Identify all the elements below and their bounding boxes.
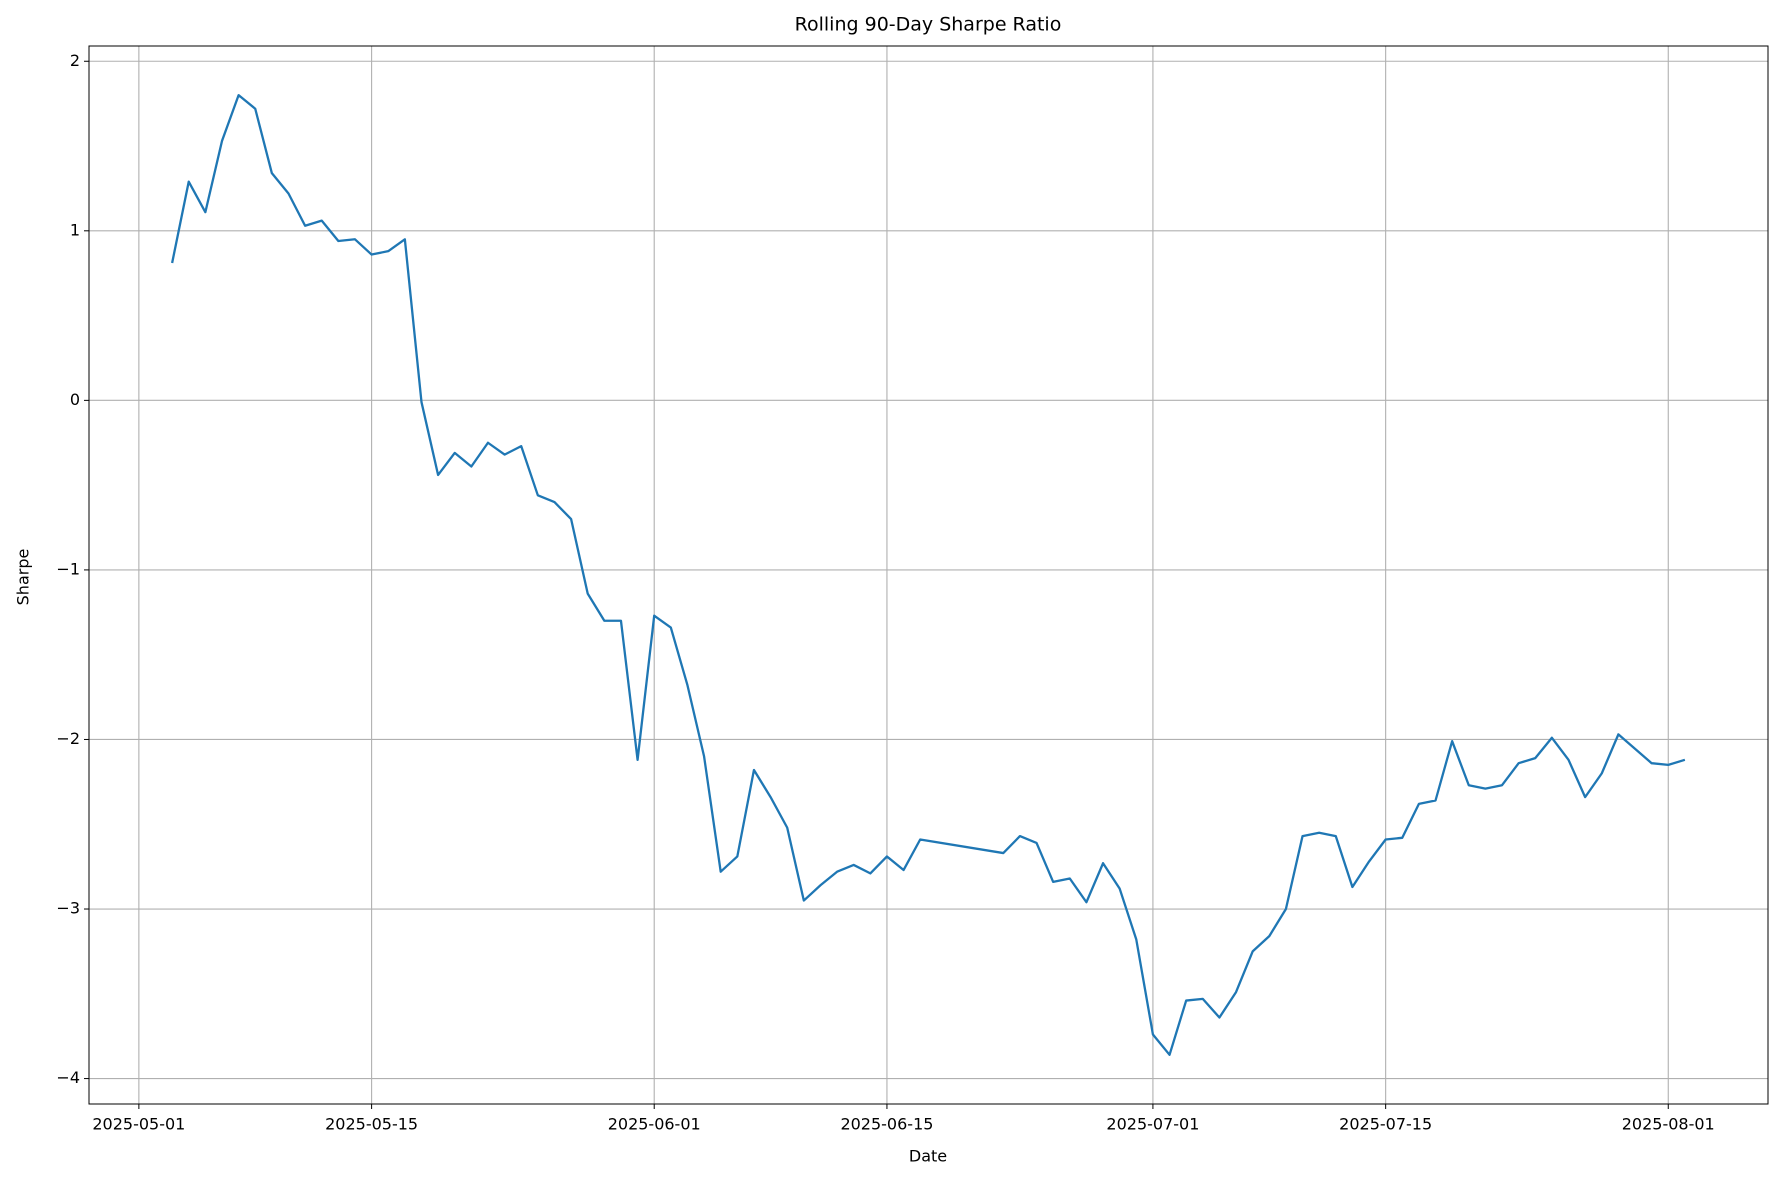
series-line <box>170 94 1686 1056</box>
y-axis-label: Sharpe <box>14 549 33 606</box>
y-tick-label: −2 <box>56 729 80 748</box>
y-tick-label: −4 <box>56 1068 80 1087</box>
x-tick-label: 2025-05-15 <box>325 1115 418 1134</box>
x-tick-label: 2025-07-01 <box>1106 1115 1199 1134</box>
y-tick-label: −3 <box>56 899 80 918</box>
x-tick-label: 2025-07-15 <box>1339 1115 1432 1134</box>
x-tick-label: 2025-06-15 <box>840 1115 933 1134</box>
plot-frame <box>88 45 1769 1105</box>
x-axis-label: Date <box>909 1147 947 1166</box>
x-tick-label: 2025-05-01 <box>92 1115 185 1134</box>
y-tick-label: 2 <box>70 51 80 70</box>
y-tick-label: 1 <box>70 220 80 239</box>
y-tick-label: −1 <box>56 559 80 578</box>
x-tick-label: 2025-08-01 <box>1622 1115 1715 1134</box>
x-tick-label: 2025-06-01 <box>608 1115 701 1134</box>
chart-title: Rolling 90-Day Sharpe Ratio <box>795 14 1062 36</box>
y-tick-label: 0 <box>70 390 80 409</box>
